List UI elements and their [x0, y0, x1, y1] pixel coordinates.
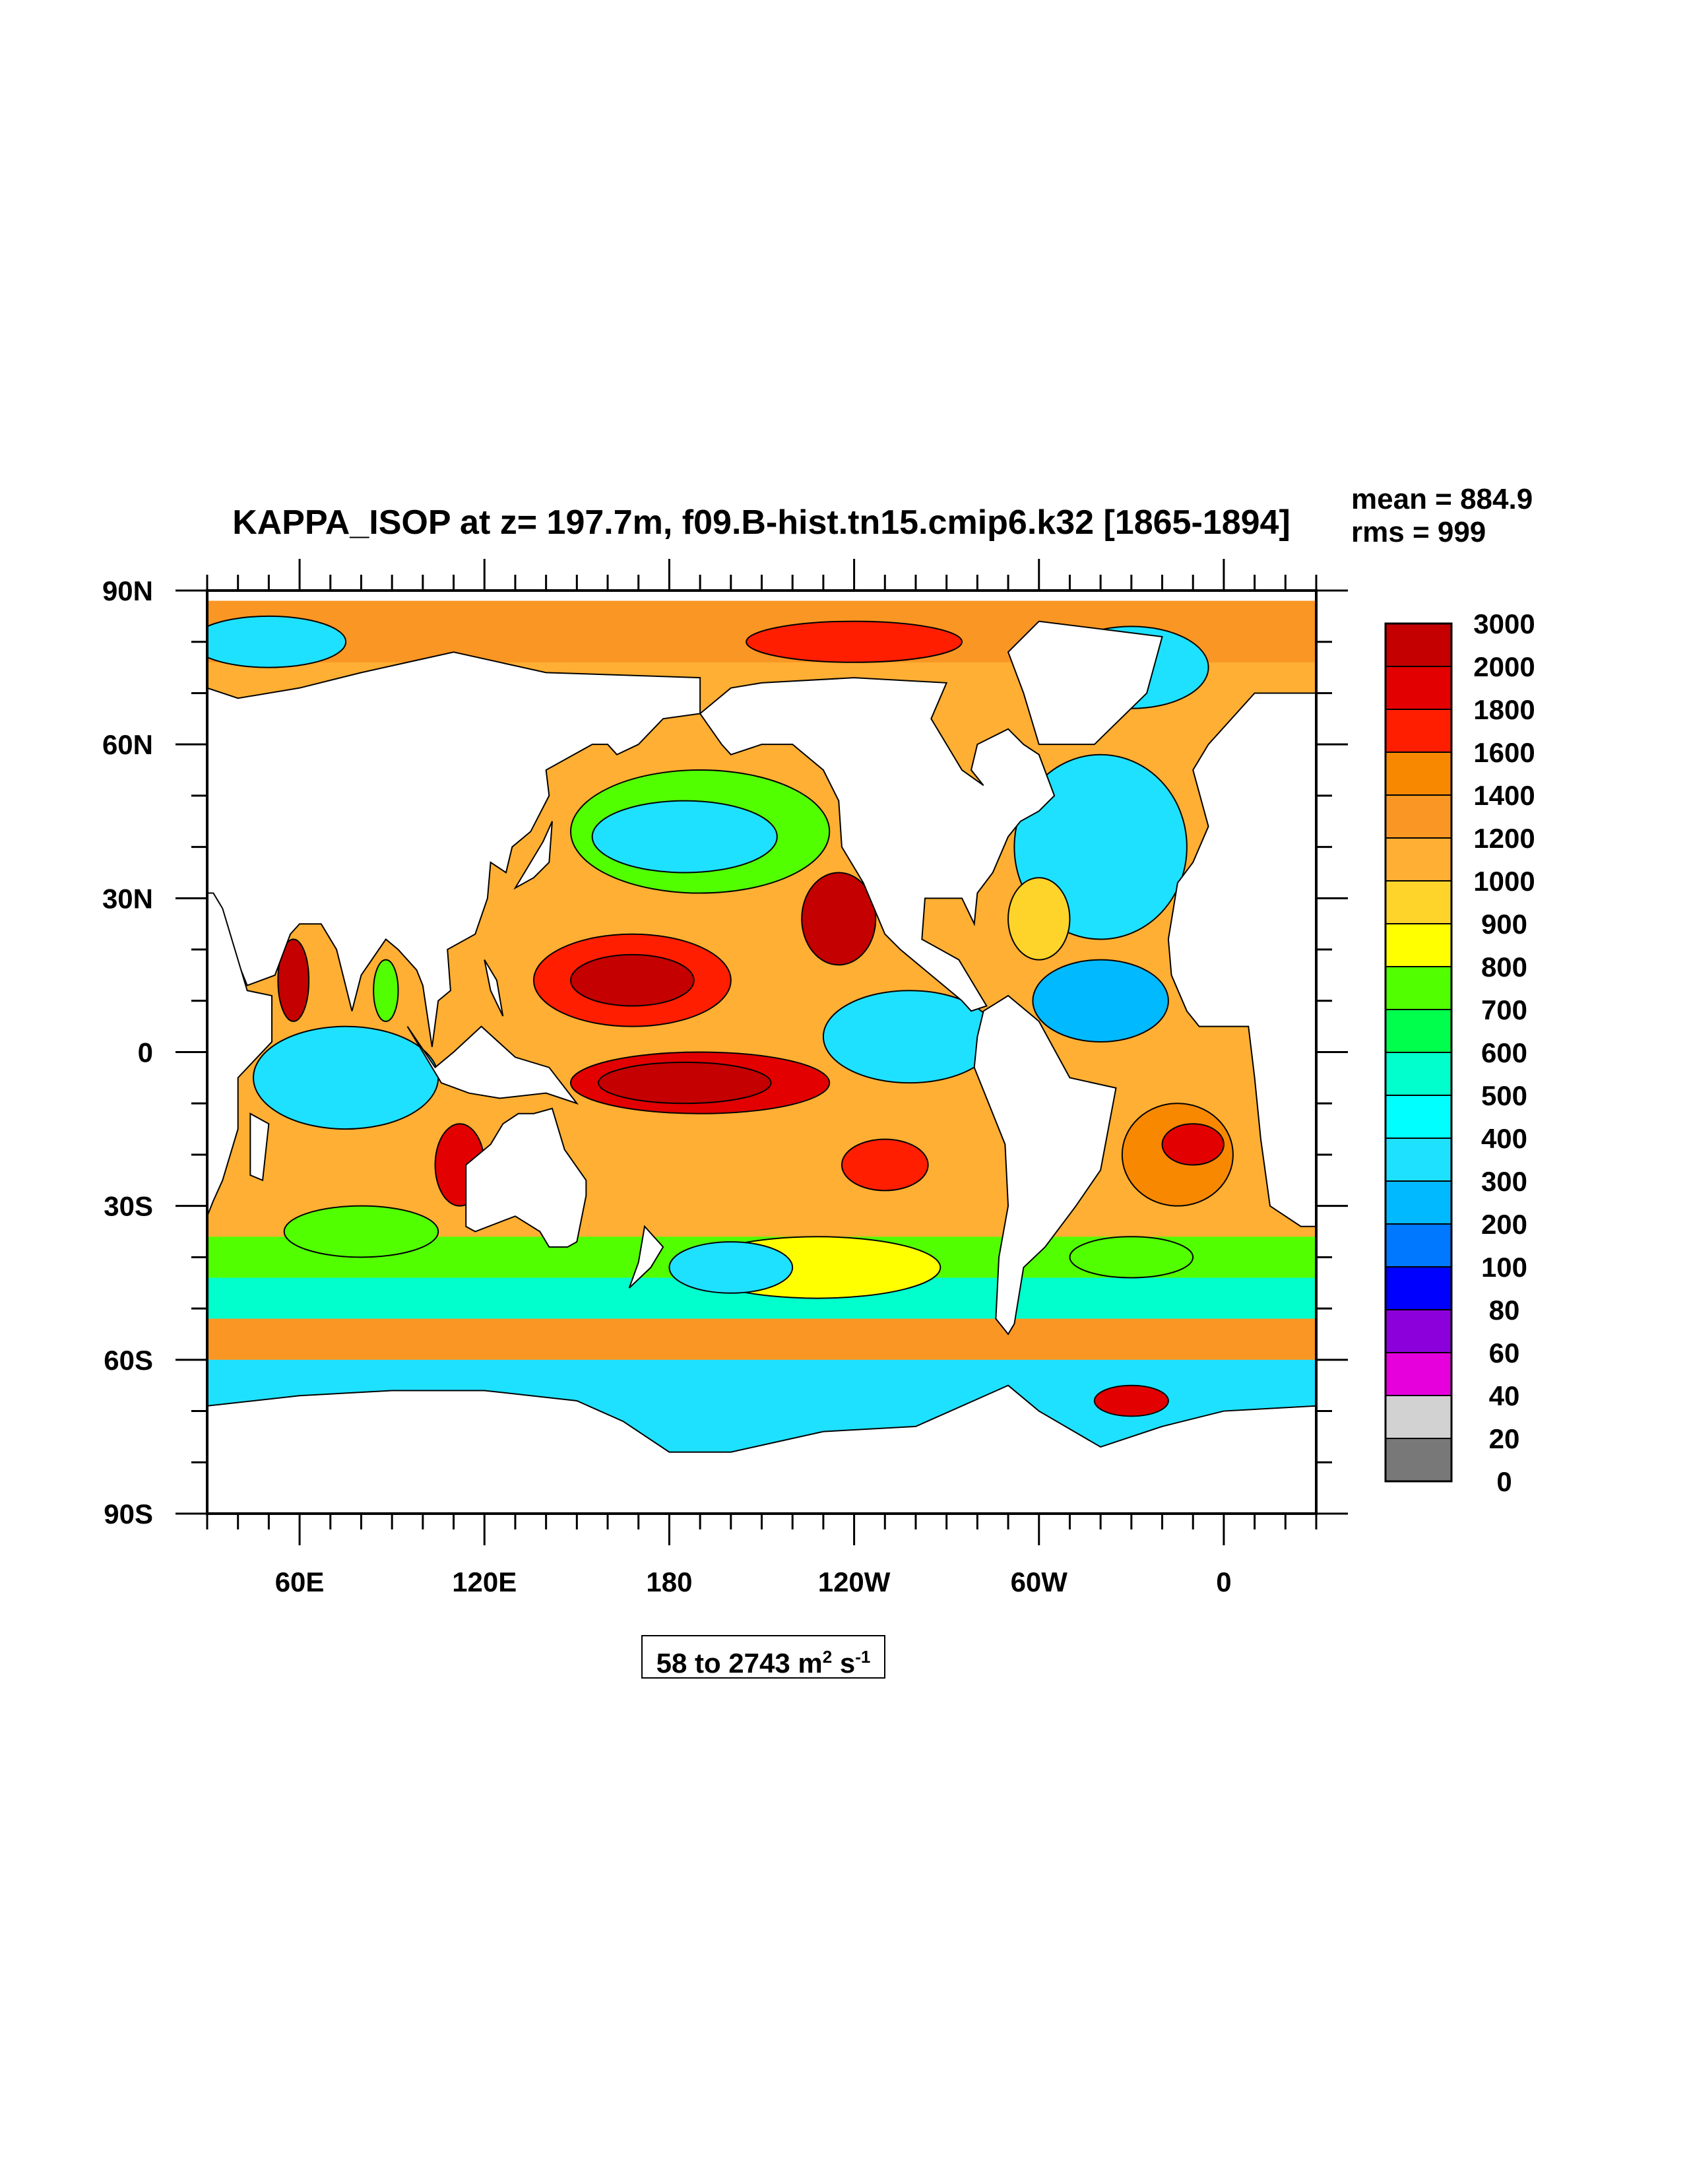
x-tick-label: 180	[646, 1566, 692, 1597]
colorbar-label: 2000	[1473, 651, 1535, 682]
land-philippines	[484, 959, 504, 1017]
y-tick-label: 0	[138, 1037, 153, 1068]
colorbar-box	[1385, 1095, 1452, 1139]
colorbar-label: 500	[1481, 1080, 1527, 1111]
colorbar-box	[1385, 709, 1452, 753]
colorbar-label: 1600	[1473, 737, 1535, 768]
indian-south-green	[283, 1205, 439, 1258]
land-africa-europe-west	[1167, 692, 1316, 1227]
arabian-sea-high	[277, 938, 310, 1022]
axes: 60E 120E 180 120W 60W 0 90N 60N 30N 0 30S 60S 90S	[102, 559, 1348, 1597]
land-madagascar	[249, 1112, 270, 1182]
colorbar-box	[1385, 666, 1452, 710]
y-tick-label: 90N	[102, 575, 153, 606]
units-exp2: -1	[855, 1647, 871, 1667]
units-range: 58 to 2743 m	[656, 1648, 823, 1679]
units-exp1: 2	[822, 1647, 833, 1667]
colorbar-box	[1385, 1009, 1452, 1053]
indian-equatorial-low	[253, 1025, 439, 1130]
land-new-zealand	[628, 1225, 664, 1289]
colorbar-frame	[1384, 622, 1453, 1483]
colorbar-box	[1385, 1438, 1452, 1482]
ne-pacific-high	[801, 872, 877, 966]
y-tick-label: 60S	[104, 1345, 153, 1376]
colorbar-box	[1385, 1352, 1452, 1396]
colorbar-label: 3000	[1473, 608, 1535, 639]
colorbar-box	[1385, 794, 1452, 839]
south-atlantic-high	[1161, 1123, 1225, 1166]
southern-orange-band	[207, 1318, 1316, 1360]
colorbar-box	[1385, 923, 1452, 967]
units-mid: s	[832, 1648, 856, 1679]
land-japan	[513, 821, 553, 890]
chart-title: KAPPA_ISOP at z= 197.7m, f09.B-hist.tn15…	[232, 503, 1291, 542]
units-label: 58 to 2743 m2 s-1	[641, 1635, 885, 1679]
colorbar-box	[1385, 1223, 1452, 1268]
colorbar-label: 100	[1481, 1252, 1527, 1283]
south-atlantic-green	[1069, 1236, 1194, 1279]
colorbar-box	[1385, 966, 1452, 1010]
equatorial-darkred	[598, 1062, 772, 1105]
barents-low	[207, 615, 347, 668]
colorbar: 3000200018001600140012001000900800700600…	[1384, 608, 1535, 1497]
colorbar-box	[1385, 752, 1452, 796]
colorbar-label: 60	[1489, 1337, 1520, 1368]
colorbar-label: 1200	[1473, 823, 1535, 854]
colorbar-label: 400	[1481, 1123, 1527, 1154]
weddell-red	[1093, 1384, 1169, 1417]
se-pacific-high	[841, 1138, 929, 1192]
colorbar-label: 80	[1489, 1295, 1520, 1326]
colorbar-label: 40	[1489, 1380, 1520, 1411]
colorbar-label: 200	[1481, 1209, 1527, 1240]
land-eurasia	[207, 651, 701, 1047]
land-greenland	[1007, 620, 1163, 746]
x-tick-label: 60E	[275, 1566, 325, 1597]
colorbar-label: 800	[1481, 951, 1527, 982]
land-africa-east	[207, 892, 273, 1217]
colorbar-label: 300	[1481, 1166, 1527, 1197]
land-south-america	[973, 994, 1117, 1335]
tropical-atlantic-low	[1032, 959, 1169, 1043]
bay-of-bengal	[373, 959, 399, 1022]
colorbar-label: 600	[1481, 1037, 1527, 1068]
land-australia	[465, 1107, 587, 1248]
land-north-america	[699, 677, 1056, 1012]
colorbar-box	[1385, 1309, 1452, 1353]
colorbar-label: 1000	[1473, 866, 1535, 897]
colorbar-box	[1385, 1052, 1452, 1096]
colorbar-box	[1385, 880, 1452, 924]
colorbar-box	[1385, 837, 1452, 882]
colorbar-label: 1800	[1473, 694, 1535, 725]
colorbar-label: 1400	[1473, 780, 1535, 811]
map-area	[207, 600, 1316, 1514]
colorbar-box	[1385, 623, 1452, 667]
y-tick-label: 60N	[102, 729, 153, 760]
y-tick-label: 90S	[104, 1498, 153, 1529]
rms-stat: rms = 999	[1351, 516, 1486, 548]
colorbar-label: 20	[1489, 1423, 1520, 1454]
colorbar-label: 900	[1481, 909, 1527, 940]
tasman-cyan	[668, 1241, 794, 1294]
npac-tropics-darkred	[569, 953, 695, 1007]
npac-subpolar-cyan	[591, 800, 778, 874]
x-tick-label: 120W	[818, 1566, 891, 1597]
x-tick-label: 0	[1216, 1566, 1231, 1597]
x-tick-label: 120E	[452, 1566, 517, 1597]
colorbar-box	[1385, 1395, 1452, 1439]
colorbar-label: 700	[1481, 994, 1527, 1025]
colorbar-label: 0	[1496, 1466, 1512, 1497]
colorbar-box	[1385, 1266, 1452, 1310]
gulf-stream-yellow	[1007, 877, 1071, 961]
arctic-high	[746, 620, 963, 663]
land-antarctica	[207, 1384, 1316, 1514]
y-tick-label: 30N	[102, 883, 153, 914]
mean-stat: mean = 884.9	[1351, 483, 1533, 515]
colorbar-box	[1385, 1180, 1452, 1225]
land-indonesia	[406, 1025, 579, 1105]
y-tick-label: 30S	[104, 1191, 153, 1222]
x-tick-label: 60W	[1011, 1566, 1068, 1597]
colorbar-box	[1385, 1138, 1452, 1182]
